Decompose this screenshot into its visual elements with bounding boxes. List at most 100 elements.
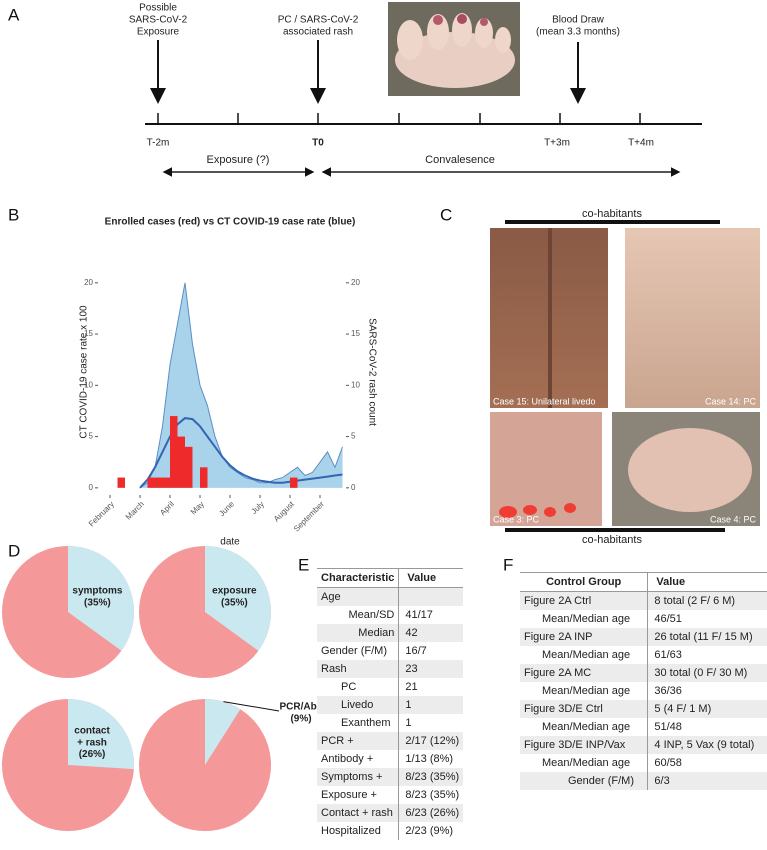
slice-label: contact + rash	[74, 725, 110, 748]
leader-line	[223, 701, 280, 712]
bar	[162, 477, 170, 488]
table-f: Control Group Value Figure 2A Ctrl 8 total …	[520, 572, 767, 790]
header-row: Control Group Value	[520, 572, 767, 592]
cell: 30 total (0 F/ 30 M)	[647, 664, 767, 682]
photo-caption: Case 3: PC	[493, 514, 540, 524]
bar	[290, 477, 298, 488]
cell: Mean/Median age	[542, 613, 631, 625]
line	[139, 282, 343, 489]
bar	[177, 436, 185, 488]
row: PC 21	[317, 678, 464, 696]
pie-slice	[205, 699, 241, 765]
row: Gender (F/M) 6/3	[520, 772, 767, 790]
cell: Mean/Median age	[542, 757, 631, 769]
cell: 2/17 (12%)	[398, 732, 464, 750]
cell: 8/23 (35%)	[398, 768, 464, 786]
row: Exanthem 1	[317, 714, 464, 732]
row: PCR +2/17 (12%)	[317, 732, 464, 750]
row: Median 42	[317, 624, 464, 642]
area	[140, 282, 343, 488]
event-label: Blood Draw	[552, 15, 604, 26]
y2-tick-label: 15	[351, 329, 360, 338]
y2-tick-label: 10	[351, 380, 360, 389]
bar	[170, 416, 178, 488]
row: Exposure + 8/23 (35%)	[317, 786, 464, 804]
slice-value-label: (9%)	[290, 714, 311, 725]
y-axis-label: CT COVID-19 case rate x 100	[79, 305, 90, 439]
event-label: PC / SARS-CoV-2	[278, 15, 359, 26]
panel-label: A	[8, 5, 20, 24]
cell: Mean/SD	[348, 609, 395, 621]
y2-tick-label: 20	[351, 278, 360, 287]
cell: Livedo	[317, 696, 399, 714]
bar	[155, 477, 163, 488]
event-label: SARS-CoV-2	[129, 15, 188, 26]
row: Mean/Median age 61/63	[520, 646, 767, 664]
row: Figure 2A INP 26 total (11 F/ 15 M)	[520, 628, 767, 646]
cell: Exanthem	[341, 717, 391, 729]
slice-label: symptoms	[72, 586, 122, 597]
period-label: Convalesence	[425, 154, 495, 166]
photo	[625, 228, 760, 408]
event-arrows	[150, 40, 586, 104]
cell: 6/3	[647, 772, 767, 790]
y-tick-label: 0	[89, 483, 94, 492]
row: Symptoms +8/23 (35%)	[317, 768, 464, 786]
row: Figure 3D/E Ctrl 5 (4 F/ 1 M)	[520, 700, 767, 718]
header-cell: Characteristic	[317, 568, 399, 588]
group-label: co-habitants	[582, 534, 642, 546]
photo-caption: Case 4: PC	[710, 514, 757, 524]
cell: Figure 2A Ctrl	[520, 591, 648, 610]
cell: Mean/Median age	[542, 685, 631, 697]
row: Figure 2A MC 30 total (0 F/ 30 M)	[520, 664, 767, 682]
cell: Hospitalized	[321, 825, 381, 837]
cell: 5 (4 F/ 1 M)	[647, 700, 767, 718]
cell: 46/51	[647, 610, 767, 628]
cell: 51/48	[647, 718, 767, 736]
cell: Mean/Median age	[542, 721, 631, 733]
row: Mean/Median age 60/58	[520, 754, 767, 772]
cell: 61/63	[647, 646, 767, 664]
y-tick-label: 20	[84, 278, 93, 287]
cell: Figure 2A MC	[520, 664, 648, 682]
photo-caption: Case 15: Unilateral livedo	[493, 396, 596, 406]
cell: Figure 3D/E Ctrl	[520, 700, 648, 718]
cell: Rash	[317, 660, 399, 678]
bar	[117, 477, 125, 488]
y2-tick-label: 0	[351, 483, 356, 492]
bar	[200, 467, 208, 488]
header-row: Characteristic Value	[317, 568, 464, 588]
event-label: (mean 3.3 months)	[536, 27, 620, 38]
period-label: Exposure (?)	[207, 154, 270, 166]
cell: 60/58	[647, 754, 767, 772]
cell: Exposure +	[321, 789, 377, 801]
row: Contact + rash 6/23 (26%)	[317, 804, 464, 822]
cell: Median	[317, 624, 399, 642]
bar	[147, 477, 155, 488]
slice-label: exposure	[212, 586, 257, 597]
cell: 1/13 (8%)	[398, 750, 464, 768]
row: Rash 23	[317, 660, 464, 678]
cell: Figure 2A INP	[520, 628, 648, 646]
photo-caption: Case 14: PC	[705, 396, 757, 406]
x-tick-label: June	[217, 499, 236, 518]
row: Livedo 1	[317, 696, 464, 714]
event-label: Exposure	[137, 27, 180, 38]
cell: 41/17	[398, 606, 464, 624]
x-tick-label: May	[189, 500, 206, 517]
pie-slice	[68, 546, 134, 651]
slice-value-label: (35%)	[84, 598, 111, 609]
chart-title: Enrolled cases (red) vs CT COVID-19 case…	[105, 217, 356, 228]
row: Gender (F/M) 16/7	[317, 642, 464, 660]
photo-detail	[548, 228, 552, 408]
cell: Symptoms +	[317, 768, 399, 786]
row: Mean/Median age 51/48	[520, 718, 767, 736]
row: Age	[317, 587, 464, 606]
header-cell: Value	[647, 572, 767, 592]
timeline-tick-label: T-2m	[147, 138, 170, 149]
cell: Age	[317, 587, 399, 606]
cell	[398, 587, 464, 606]
y-tick-label: 10	[84, 380, 93, 389]
cell: Contact + rash	[317, 804, 399, 822]
